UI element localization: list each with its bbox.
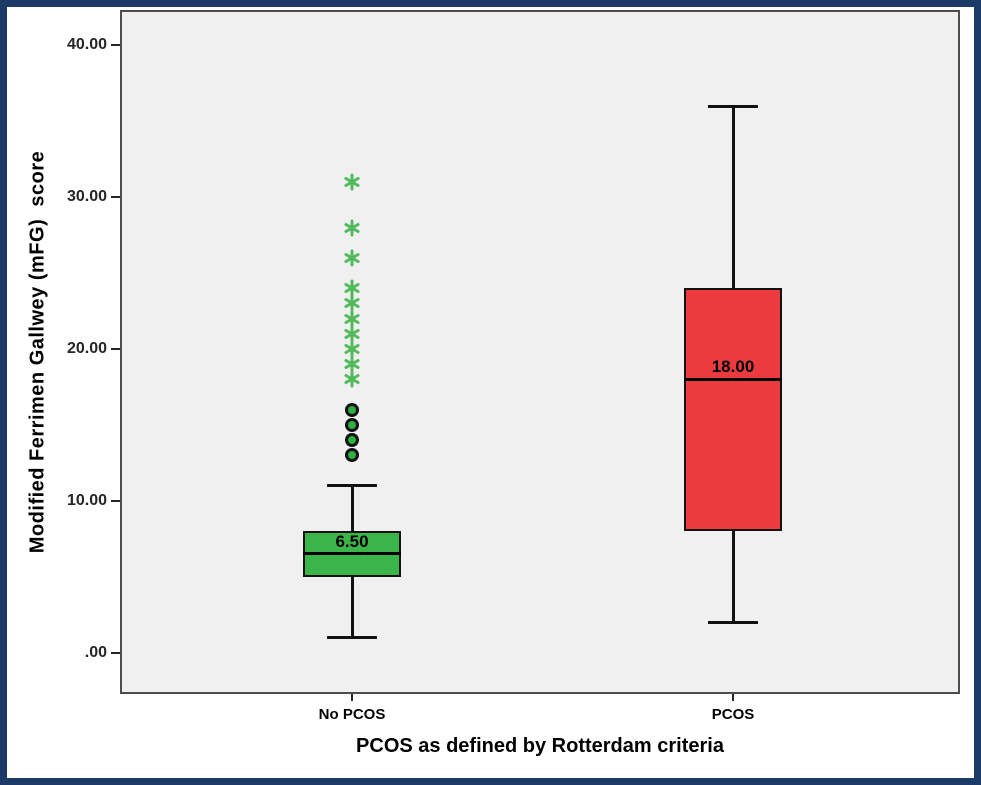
- whisker-cap-lower: [708, 620, 758, 624]
- y-tick-label: 40.00: [66, 36, 107, 54]
- x-axis-title: PCOS as defined by Rotterdam criteria: [356, 735, 724, 757]
- outlier-asterisk: [343, 173, 361, 191]
- whisker-lower: [350, 576, 354, 638]
- whisker-lower: [731, 531, 735, 623]
- whisker-cap-upper: [708, 104, 758, 108]
- whisker-cap-lower: [327, 635, 377, 639]
- y-tick: [111, 499, 120, 502]
- outlier-asterisk: [343, 355, 361, 373]
- outlier-circle: [345, 433, 359, 448]
- iqr-box: [684, 288, 782, 532]
- whisker-upper: [731, 106, 735, 289]
- x-tick: [351, 694, 353, 701]
- x-category-label-pcos: PCOS: [711, 706, 755, 723]
- whisker-cap-upper: [327, 484, 377, 488]
- outlier-asterisk: [343, 249, 361, 267]
- outlier-asterisk: [343, 310, 361, 328]
- whisker-upper: [350, 485, 354, 532]
- median-line: [303, 552, 401, 556]
- outlier-circle: [345, 402, 359, 417]
- plot-area: 6.50 18.00: [120, 10, 960, 694]
- y-tick: [111, 44, 120, 47]
- chart-canvas: Modified Ferrimen Gallwey (mFG) score 40…: [7, 7, 974, 778]
- outlier-asterisk: [343, 325, 361, 343]
- x-tick: [732, 694, 734, 701]
- outlier-asterisk: [343, 340, 361, 358]
- outlier-asterisk: [343, 219, 361, 237]
- y-tick-label: 30.00: [66, 188, 107, 206]
- outlier-circle: [345, 417, 359, 432]
- outlier-circle: [345, 448, 359, 463]
- outlier-asterisk: [343, 370, 361, 388]
- y-tick-label: 10.00: [66, 491, 107, 509]
- outlier-asterisk: [343, 279, 361, 297]
- outlier-asterisk: [343, 294, 361, 312]
- median-label: 6.50: [335, 531, 369, 551]
- y-tick: [111, 651, 120, 654]
- x-category-label-no-pcos: No PCOS: [318, 706, 386, 723]
- median-line: [684, 377, 782, 381]
- median-label: 18.00: [711, 357, 755, 377]
- y-tick-label: .00: [84, 643, 107, 661]
- y-tick-label: 20.00: [66, 339, 107, 357]
- y-tick: [111, 347, 120, 350]
- y-tick: [111, 196, 120, 199]
